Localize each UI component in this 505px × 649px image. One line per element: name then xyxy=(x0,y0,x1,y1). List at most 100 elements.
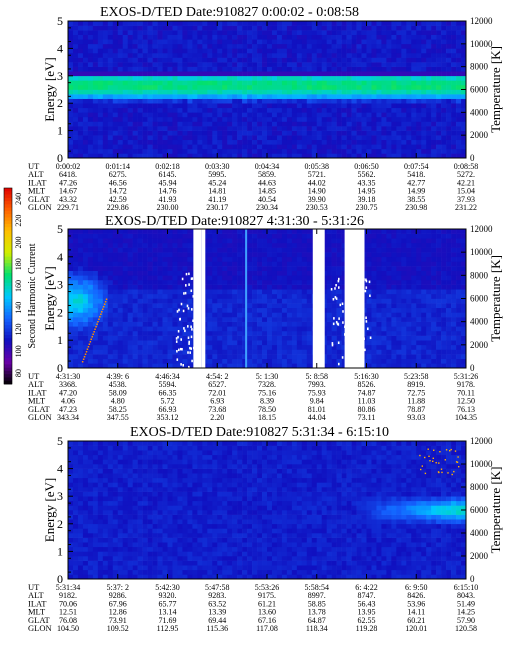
heatmap-cell xyxy=(306,30,313,35)
heatmap-cell xyxy=(386,344,392,350)
heatmap-cell xyxy=(112,317,119,322)
heatmap-cell xyxy=(202,121,208,127)
heatmap-cell xyxy=(396,21,402,26)
heatmap-cell xyxy=(97,121,104,127)
heatmap-cell xyxy=(107,135,114,141)
heatmap-cell xyxy=(441,52,447,58)
heatmap-cell xyxy=(167,238,173,244)
heatmap-cell xyxy=(456,289,462,295)
heatmap-cell xyxy=(396,30,402,35)
heatmap-cell xyxy=(276,121,283,127)
heatmap-cell xyxy=(311,34,318,40)
heatmap-cell xyxy=(102,62,109,67)
heatmap-cell xyxy=(147,312,153,318)
heatmap-cell xyxy=(286,252,293,258)
heatmap-cell xyxy=(68,229,74,234)
heatmap-cell xyxy=(441,30,447,35)
heatmap-cell xyxy=(401,270,407,276)
heatmap-cell xyxy=(237,34,243,40)
heatmap-cell xyxy=(401,89,407,95)
heatmap-cell xyxy=(421,321,427,327)
ephemeris-value: 230.34 xyxy=(256,203,278,212)
heatmap-cell xyxy=(336,135,342,141)
heatmap-cell xyxy=(157,233,163,239)
heatmap-cell xyxy=(112,39,119,45)
heatmap-cell xyxy=(281,39,288,45)
heatmap-cell xyxy=(202,66,208,72)
heatmap-cell xyxy=(436,71,442,77)
heatmap-cell xyxy=(87,94,94,99)
heatmap-cell xyxy=(346,103,352,109)
heatmap-cell xyxy=(456,247,462,253)
heatmap-cell xyxy=(122,298,128,304)
heatmap-cell xyxy=(137,247,143,253)
heatmap-cell xyxy=(441,25,447,31)
heatmap-cell xyxy=(257,358,263,364)
sparse-gap xyxy=(188,283,190,286)
heatmap-cell xyxy=(381,84,387,90)
heatmap-cell xyxy=(326,261,332,267)
heatmap-cell xyxy=(202,34,208,40)
heatmap-cell xyxy=(142,317,148,322)
heatmap-cell xyxy=(271,30,278,35)
heatmap-cell xyxy=(257,62,263,67)
heatmap-cell xyxy=(321,103,327,109)
heatmap-cell xyxy=(117,252,124,258)
heatmap-cell xyxy=(192,107,198,113)
heatmap-cell xyxy=(227,135,233,141)
heatmap-cell xyxy=(227,148,233,154)
heatmap-cell xyxy=(306,229,313,234)
heatmap-cell xyxy=(112,116,119,122)
heatmap-cell xyxy=(346,52,352,58)
heatmap-cell xyxy=(142,94,148,99)
heatmap-cell xyxy=(182,71,188,77)
heatmap-cell xyxy=(87,148,94,154)
heatmap-cell xyxy=(301,340,308,346)
heatmap-cell xyxy=(147,25,153,31)
heatmap-cell xyxy=(242,247,248,253)
heatmap-cell xyxy=(187,94,193,99)
heatmap-cell xyxy=(426,66,432,72)
heatmap-cell xyxy=(316,80,323,86)
heatmap-cell xyxy=(142,247,148,253)
heatmap-cell xyxy=(87,363,94,369)
heatmap-cell xyxy=(152,344,158,350)
heatmap-cell xyxy=(421,144,427,150)
heatmap-cell xyxy=(187,130,193,136)
heatmap-cell xyxy=(371,252,377,258)
heatmap-cell xyxy=(257,354,263,360)
heatmap-cell xyxy=(441,84,447,90)
heatmap-cell xyxy=(232,148,238,154)
heatmap-cell xyxy=(461,66,467,72)
heatmap-cell xyxy=(192,52,198,58)
heatmap-cell xyxy=(137,135,143,141)
heatmap-cell xyxy=(247,139,253,145)
heatmap-cell xyxy=(142,43,148,49)
heatmap-cell xyxy=(182,98,188,104)
sparse-gap xyxy=(194,315,196,318)
heatmap-cell xyxy=(247,349,253,355)
heatmap-cell xyxy=(376,144,382,150)
heatmap-cell xyxy=(331,303,337,309)
heatmap-cell xyxy=(152,130,158,136)
heatmap-cell xyxy=(132,266,138,271)
heatmap-cell xyxy=(197,107,203,113)
heatmap-cell xyxy=(341,62,347,67)
heatmap-cell xyxy=(202,98,208,104)
heatmap-cell xyxy=(421,135,427,141)
heatmap-cell xyxy=(152,238,158,244)
heatmap-cell xyxy=(291,354,298,360)
heatmap-cell xyxy=(112,71,119,77)
heatmap-cell xyxy=(222,66,228,72)
heatmap-cell xyxy=(207,256,213,262)
heatmap-cell xyxy=(217,256,223,262)
heatmap-cell xyxy=(381,153,387,159)
heatmap-cell xyxy=(331,84,337,90)
heatmap-cell xyxy=(336,62,342,67)
heatmap-cell xyxy=(271,48,278,54)
heatmap-cell xyxy=(276,107,283,113)
heatmap-cell xyxy=(232,321,238,327)
heatmap-cell xyxy=(142,130,148,136)
heatmap-cell xyxy=(321,126,327,131)
heatmap-cell xyxy=(431,238,437,244)
